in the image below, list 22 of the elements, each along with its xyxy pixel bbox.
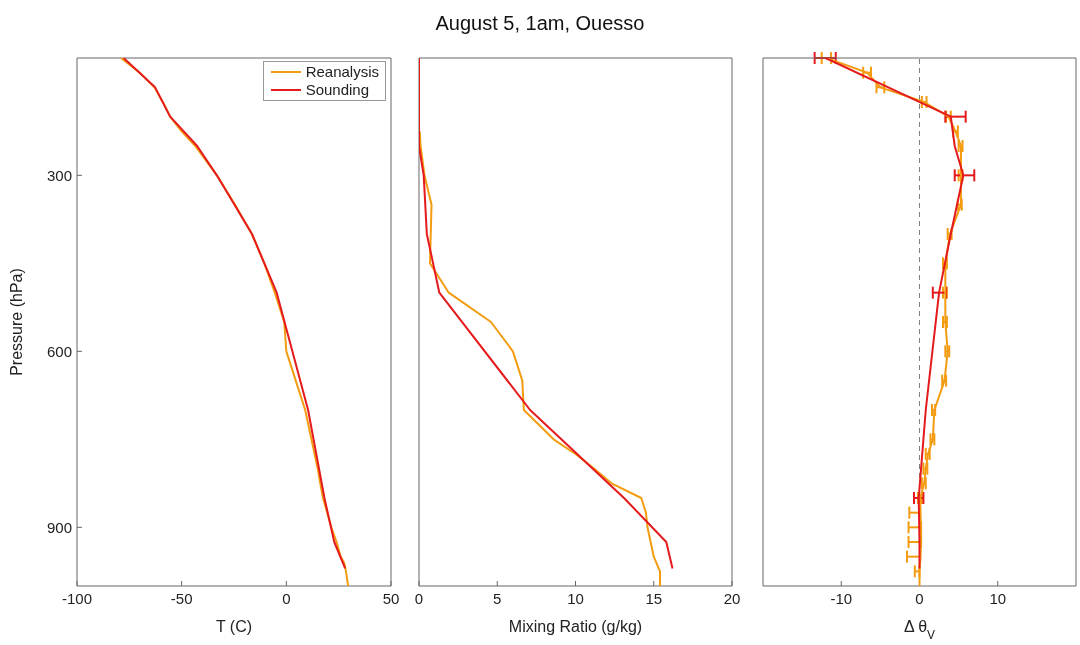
y-tick-label: 600 [46,342,72,360]
legend-label: Reanalysis [305,63,379,81]
x-tick-label: 10 [989,589,1007,607]
x-axis-title: Δ θ$_{V}$ [903,618,936,642]
chart-title: August 5, 1am, Ouesso [434,12,646,35]
x-tick-label: 10 [567,589,584,607]
x-axis-title: T (C) [215,618,253,635]
x-tick-label: 50 [382,589,400,607]
y-tick-label: 300 [46,166,72,184]
x-tick-label: -100 [61,589,93,607]
x-tick-label: 15 [645,589,663,607]
x-tick-label: 0 [282,589,291,607]
x-tick-label: -10 [830,589,853,607]
y-axis-title: Pressure (hPa) [8,268,25,376]
x-tick-label: -50 [170,589,193,607]
x-tick-label: 5 [493,589,502,607]
x-axis-title: Mixing Ratio (g/kg) [508,618,643,635]
x-tick-label: 0 [915,589,924,607]
x-tick-label: 20 [723,589,741,607]
y-tick-label: 900 [46,518,72,536]
legend-label: Sounding [305,81,370,99]
x-tick-label: 0 [414,589,424,607]
